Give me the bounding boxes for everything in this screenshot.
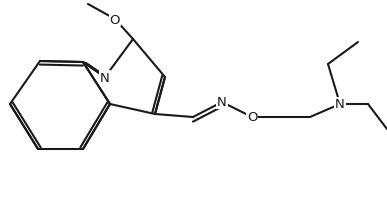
Text: N: N [335,98,345,111]
Text: N: N [100,71,110,84]
Text: O: O [110,13,120,26]
Text: N: N [217,96,227,109]
Text: O: O [247,111,257,124]
